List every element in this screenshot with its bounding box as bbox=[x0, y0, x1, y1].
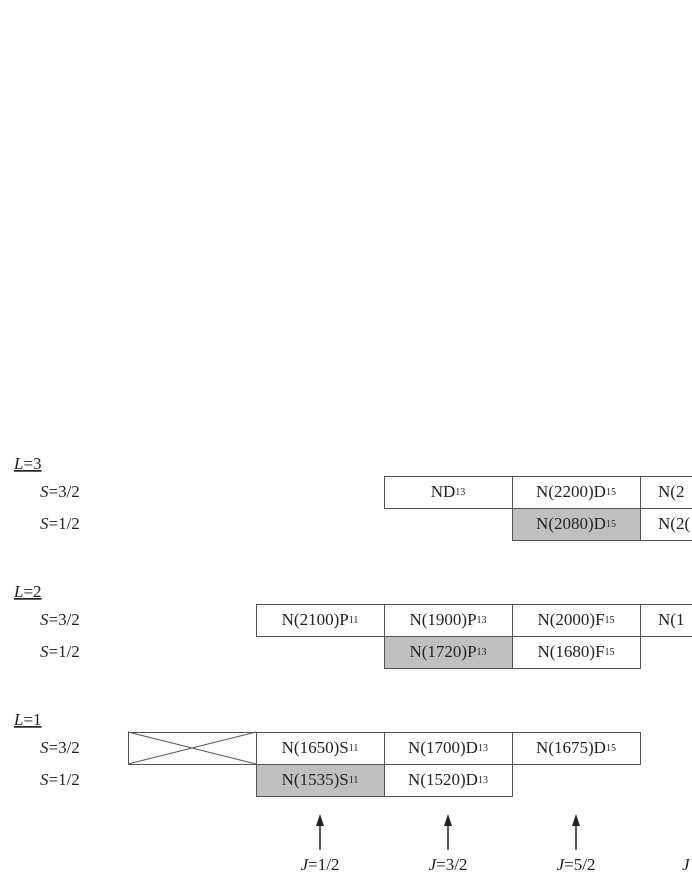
arrow-head bbox=[572, 814, 580, 826]
cell bbox=[384, 476, 513, 509]
l-label-var: L bbox=[13, 582, 23, 601]
arrow-head bbox=[444, 814, 452, 826]
l-label: L=2 bbox=[13, 582, 42, 601]
resonance-sub: 13 bbox=[455, 487, 465, 498]
resonance: N(2080)D15 bbox=[536, 514, 616, 533]
resonance-name: N(1700)D bbox=[408, 738, 478, 757]
s-label-var: S bbox=[40, 642, 49, 661]
l-label-rest: =3 bbox=[23, 454, 41, 473]
resonance-name: N(1680)F bbox=[537, 642, 604, 661]
j-label-rest: =1/2 bbox=[308, 855, 339, 874]
resonance: N(1680)F15 bbox=[537, 642, 614, 661]
resonance: N(2100)P11 bbox=[282, 610, 359, 629]
cell bbox=[256, 764, 385, 797]
l-label-var: L bbox=[13, 710, 23, 729]
j-label: J bbox=[682, 855, 691, 874]
l-label: L=1 bbox=[13, 710, 42, 729]
j-label: J=5/2 bbox=[557, 855, 596, 874]
cell bbox=[640, 476, 692, 509]
resonance: N(1 bbox=[658, 610, 684, 629]
l-label-rest: =2 bbox=[23, 582, 41, 601]
j-label-rest: =3/2 bbox=[436, 855, 467, 874]
resonance-sub: 15 bbox=[606, 743, 616, 754]
resonance: N(1520)D13 bbox=[408, 770, 488, 789]
resonance: N(1650)S11 bbox=[282, 738, 359, 757]
resonance: N(1700)D13 bbox=[408, 738, 488, 757]
cell bbox=[512, 636, 641, 669]
resonance-name: N(2( bbox=[658, 514, 690, 533]
s-label-rest: =3/2 bbox=[49, 738, 80, 757]
j-label-var: J bbox=[301, 855, 310, 874]
s-label-rest: =1/2 bbox=[49, 770, 80, 789]
resonance-name: ND bbox=[431, 482, 456, 501]
resonance: N(2( bbox=[658, 514, 690, 533]
resonance-name: N(1720)P bbox=[409, 642, 476, 661]
cell bbox=[384, 764, 513, 797]
resonance-name: N(2080)D bbox=[536, 514, 606, 533]
resonance-sub: 15 bbox=[606, 519, 616, 530]
j-label: J=1/2 bbox=[301, 855, 340, 874]
resonance-name: N(1520)D bbox=[408, 770, 478, 789]
j-label-rest: =5/2 bbox=[564, 855, 595, 874]
resonance-name: N(1 bbox=[658, 610, 684, 629]
cell bbox=[512, 732, 641, 765]
cell bbox=[384, 732, 513, 765]
cell bbox=[640, 604, 692, 637]
resonance-name: N(1650)S bbox=[282, 738, 349, 757]
resonance: ND13 bbox=[431, 482, 466, 501]
resonance-name: N(2100)P bbox=[282, 610, 349, 629]
resonance-sub: 13 bbox=[478, 775, 488, 786]
s-label: S=3/2 bbox=[40, 482, 80, 501]
resonance-sub: 13 bbox=[477, 615, 487, 626]
j-label-var: J bbox=[429, 855, 438, 874]
s-label: S=1/2 bbox=[40, 642, 80, 661]
l-label-rest: =1 bbox=[23, 710, 41, 729]
resonance-sub: 11 bbox=[349, 743, 359, 754]
s-label: S=3/2 bbox=[40, 738, 80, 757]
resonance-name: N(1675)D bbox=[536, 738, 606, 757]
s-label-rest: =1/2 bbox=[49, 514, 80, 533]
s-label-var: S bbox=[40, 482, 49, 501]
s-label-var: S bbox=[40, 770, 49, 789]
resonance: N(2 bbox=[658, 482, 684, 501]
arrow-head bbox=[316, 814, 324, 826]
s-label-rest: =3/2 bbox=[49, 482, 80, 501]
resonance: N(1675)D15 bbox=[536, 738, 616, 757]
s-label: S=3/2 bbox=[40, 610, 80, 629]
resonance-sub: 13 bbox=[478, 743, 488, 754]
cell bbox=[384, 636, 513, 669]
cell bbox=[640, 508, 692, 541]
s-label-rest: =3/2 bbox=[49, 610, 80, 629]
resonance-sub: 15 bbox=[605, 615, 615, 626]
s-label-var: S bbox=[40, 738, 49, 757]
resonance-name: N(1900)P bbox=[409, 610, 476, 629]
s-label: S=1/2 bbox=[40, 770, 80, 789]
resonance: N(1900)P13 bbox=[409, 610, 486, 629]
l-label-var: L bbox=[13, 454, 23, 473]
cross bbox=[127, 731, 257, 765]
resonance-name: N(1535)S bbox=[282, 770, 349, 789]
resonance-sub: 15 bbox=[606, 487, 616, 498]
j-label: J=3/2 bbox=[429, 855, 468, 874]
resonance-name: N(2 bbox=[658, 482, 684, 501]
j-label-var: J bbox=[682, 855, 691, 874]
s-label-var: S bbox=[40, 514, 49, 533]
j-label-var: J bbox=[557, 855, 566, 874]
resonance-name: N(2200)D bbox=[536, 482, 606, 501]
resonance-sub: 15 bbox=[605, 647, 615, 658]
resonance: N(1720)P13 bbox=[409, 642, 486, 661]
resonance: N(2200)D15 bbox=[536, 482, 616, 501]
cell bbox=[256, 604, 385, 637]
s-label-rest: =1/2 bbox=[49, 642, 80, 661]
s-label-var: S bbox=[40, 610, 49, 629]
l-label: L=3 bbox=[13, 454, 42, 473]
resonance-sub: 11 bbox=[349, 775, 359, 786]
resonance: N(1535)S11 bbox=[282, 770, 359, 789]
resonance-name: N(2000)F bbox=[537, 610, 604, 629]
s-label: S=1/2 bbox=[40, 514, 80, 533]
resonance-sub: 13 bbox=[477, 647, 487, 658]
resonance: N(2000)F15 bbox=[537, 610, 614, 629]
resonance-sub: 11 bbox=[349, 615, 359, 626]
